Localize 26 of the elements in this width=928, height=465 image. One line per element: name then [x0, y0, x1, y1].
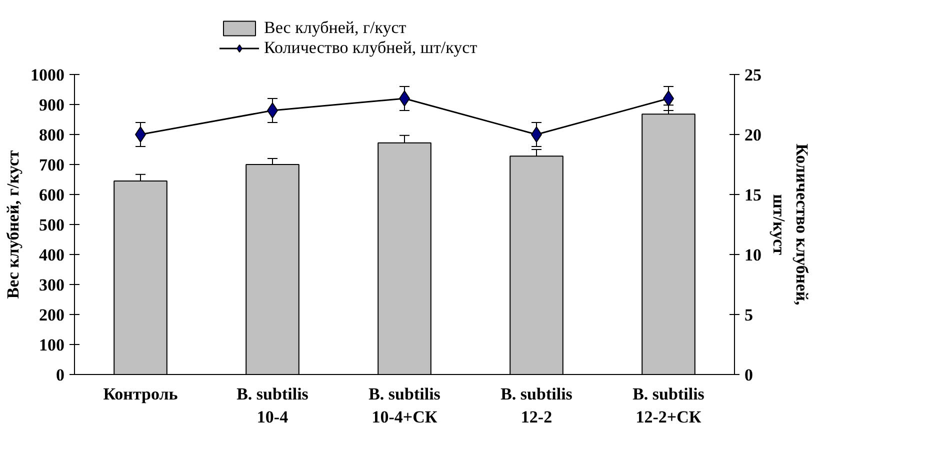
y-tick-label: 100 — [39, 336, 64, 354]
y2-axis-title: Количество клубней, шт/куст — [770, 144, 812, 306]
x-tick-label: Контроль — [103, 384, 178, 404]
x-tick-label: B. subtilis 12-2 — [500, 384, 573, 426]
y-tick-label: 200 — [39, 306, 64, 324]
y-axis-title: Вес клубней, г/куст — [4, 150, 22, 299]
legend-label: Вес клубней, г/куст — [264, 18, 406, 38]
y2-tick-label: 5 — [744, 306, 753, 324]
y2-tick-label: 20 — [744, 126, 762, 144]
y-tick-label: 500 — [39, 216, 64, 234]
y-tick-label: 1000 — [30, 66, 64, 84]
y-tick-label: 300 — [39, 276, 64, 294]
x-tick-label: B. subtilis 12-2+СК — [632, 384, 705, 426]
y-tick-label: 700 — [39, 156, 64, 174]
y2-tick-label: 25 — [744, 66, 762, 84]
y2-tick-label: 15 — [744, 186, 762, 204]
y2-tick-label: 0 — [744, 366, 753, 384]
y-tick-label: 600 — [39, 186, 64, 204]
legend-label: Количество клубней, шт/куст — [264, 38, 478, 58]
y-tick-label: 0 — [56, 366, 64, 384]
x-tick-label: B. subtilis 10-4+СК — [368, 384, 441, 426]
x-tick-label: B. subtilis 10-4 — [236, 384, 309, 426]
y-tick-label: 800 — [39, 126, 64, 144]
y2-tick-label: 10 — [744, 246, 762, 264]
y-tick-label: 900 — [39, 96, 64, 114]
y-tick-label: 400 — [39, 246, 64, 264]
